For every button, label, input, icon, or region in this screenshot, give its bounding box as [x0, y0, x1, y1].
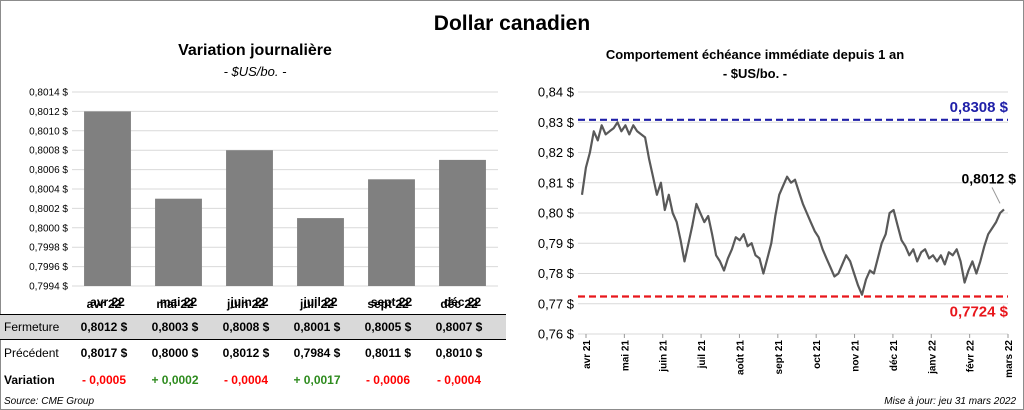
bar-y-tick-label: 0,7998 $: [29, 243, 68, 254]
line-x-tick-label: janv 22: [927, 340, 938, 375]
cell-fermeture-5: 0,8005 $: [364, 320, 412, 334]
table-header-cell: juin 22: [226, 297, 265, 311]
bar-x-tick-label: juin 22: [229, 295, 268, 309]
low-label: 0,7724 $: [950, 303, 1009, 320]
table-row-precedent: Précédent 0,8017 $ 0,8000 $ 0,8012 $ 0,7…: [0, 341, 506, 365]
line-x-tick-label: déc 21: [889, 340, 900, 372]
cell-fermeture-3: 0,8008 $: [222, 320, 270, 334]
cell-variation-4: + 0,0017: [293, 373, 341, 387]
line-y-tick-label: 0,80 $: [538, 206, 575, 221]
bar-6: [439, 159, 486, 286]
bar-x-tick-label: juil 22: [302, 295, 337, 309]
line-y-tick-label: 0,84 $: [538, 85, 575, 100]
bar-y-tick-label: 0,7996 $: [29, 262, 68, 273]
cell-variation-5: - 0,0006: [365, 373, 411, 387]
bar-y-tick-label: 0,8006 $: [29, 165, 68, 176]
cell-variation-2: + 0,0002: [151, 373, 199, 387]
cell-precedent-5: 0,8011 $: [364, 346, 412, 360]
left-chart-subtitle: - $US/bo. -: [223, 64, 287, 79]
line-x-tick-label: août 21: [735, 340, 746, 375]
line-y-tick-label: 0,78 $: [538, 266, 575, 281]
right-chart-title: Comportement échéance immédiate depuis 1…: [605, 47, 905, 62]
line-y-tick-label: 0,83 $: [538, 115, 575, 130]
bar-y-tick-label: 0,8008 $: [29, 146, 68, 157]
row-label-fermeture: Fermeture: [4, 320, 60, 334]
cell-variation-1: - 0,0005: [81, 373, 127, 387]
table-header-cell: déc 22: [440, 297, 478, 311]
daily-variation-bar-chart: 0,7994 $ 0,7996 $ 0,7998 $ 0,8000 $ 0,8002 $…: [29, 88, 498, 309]
high-label: 0,8308 $: [950, 99, 1009, 116]
bar-5: [368, 179, 415, 286]
line-y-tick-label: 0,79 $: [538, 236, 575, 251]
line-y-tick-label: 0,82 $: [538, 145, 575, 160]
line-x-tick-label: avr 21: [582, 340, 593, 369]
last-value-leader: [991, 187, 1001, 204]
cell-precedent-3: 0,8012 $: [222, 346, 270, 360]
row-label-precedent: Précédent: [4, 346, 59, 360]
bar-y-tick-label: 0,8010 $: [29, 126, 68, 137]
cell-fermeture-1: 0,8012 $: [80, 320, 128, 334]
table-header-cell: avr 22: [86, 297, 122, 311]
source-note: Source: CME Group: [4, 396, 95, 407]
line-x-tick-label: nov 21: [851, 340, 862, 372]
one-year-line-chart: 0,76 $ 0,77 $ 0,78 $ 0,79 $ 0,80 $ 0,81 $ 0,82…: [538, 85, 1017, 378]
cell-precedent-1: 0,8017 $: [80, 346, 128, 360]
line-y-tick-label: 0,81 $: [538, 175, 575, 190]
line-x-tick-label: juin 21: [659, 340, 670, 373]
table-row-variation: Variation - 0,0005 + 0,0002 - 0,0004 + 0…: [0, 368, 506, 392]
bar-1: [84, 111, 131, 287]
cell-fermeture-2: 0,8003 $: [151, 320, 199, 334]
cell-precedent-6: 0,8010 $: [435, 346, 483, 360]
cell-precedent-4: 0,7984 $: [293, 346, 341, 360]
cell-variation-3: - 0,0004: [223, 373, 269, 387]
last-value-label: 0,8012 $: [962, 170, 1017, 186]
cell-fermeture-6: 0,8007 $: [435, 320, 483, 334]
bar-x-tick-label: avr 22: [90, 295, 125, 309]
page-title: Dollar canadien: [433, 12, 591, 35]
cell-fermeture-4: 0,8001 $: [293, 320, 341, 334]
line-x-tick-label: févr 22: [966, 340, 977, 373]
bar-x-tick-label: sept 22: [371, 295, 413, 309]
line-y-tick-label: 0,76 $: [538, 327, 575, 342]
bar-3: [226, 150, 273, 286]
line-x-tick-label: mars 22: [1004, 340, 1015, 378]
price-line: [580, 121, 1005, 296]
bar-y-tick-label: 0,8002 $: [29, 204, 68, 215]
table-header-cell: mai 22: [156, 297, 194, 311]
line-x-tick-label: sept 21: [774, 340, 785, 375]
row-label-variation: Variation: [4, 373, 55, 387]
bar-2: [155, 198, 202, 286]
table-header-cell: sept 22: [367, 297, 409, 311]
cell-precedent-2: 0,8000 $: [151, 346, 199, 360]
bar-y-tick-label: 0,8012 $: [29, 107, 68, 118]
table-row-fermeture: Fermeture 0,8012 $ 0,8003 $ 0,8008 $ 0,8…: [0, 314, 506, 340]
cell-variation-6: - 0,0004: [436, 373, 482, 387]
bar-x-tick-label: déc 22: [444, 295, 482, 309]
bar-4: [297, 218, 344, 286]
bar-y-tick-label: 0,8000 $: [29, 223, 68, 234]
update-note: Mise à jour: jeu 31 mars 2022: [884, 396, 1016, 407]
line-x-tick-label: mai 21: [620, 340, 631, 372]
right-chart-subtitle: - $US/bo. -: [722, 66, 788, 81]
line-y-tick-label: 0,77 $: [538, 296, 575, 311]
line-x-tick-label: juil 21: [697, 340, 708, 370]
bar-y-tick-label: 0,7994 $: [29, 282, 68, 293]
table-header-cell: juil 22: [299, 297, 334, 311]
line-x-tick-label: oct 21: [812, 340, 823, 369]
bar-y-tick-label: 0,8004 $: [29, 185, 68, 196]
bar-y-tick-label: 0,8014 $: [29, 88, 68, 99]
bar-x-tick-label: mai 22: [160, 295, 198, 309]
left-chart-title: Variation journalière: [178, 42, 332, 59]
